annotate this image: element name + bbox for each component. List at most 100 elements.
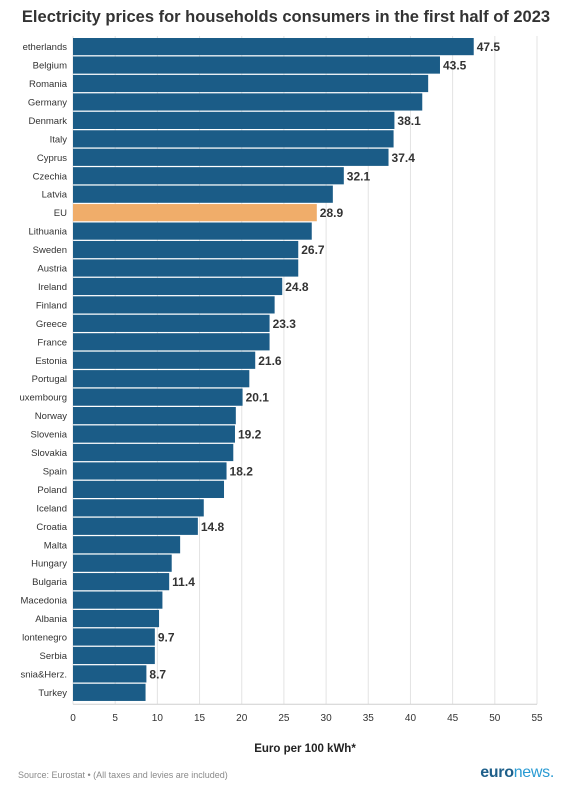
data-label: 21.6 <box>258 354 282 368</box>
category-label: Latvia <box>42 190 68 201</box>
bar <box>73 443 234 462</box>
data-label: 37.4 <box>392 151 416 165</box>
data-label: 23.3 <box>273 317 297 331</box>
data-label: 32.1 <box>347 169 371 183</box>
category-label: Ireland <box>38 282 67 293</box>
data-label: 47.5 <box>477 40 501 54</box>
data-label: 26.7 <box>301 243 325 257</box>
bar <box>73 130 394 148</box>
x-tick-label: 20 <box>236 713 248 724</box>
bar <box>73 185 333 203</box>
brand-logo-bold: euro <box>480 764 514 781</box>
category-label: lontenegro <box>22 633 67 644</box>
brand-logo-light: news. <box>513 764 555 781</box>
bar <box>73 407 236 425</box>
bar <box>73 499 204 517</box>
x-tick-label: 40 <box>405 713 417 724</box>
bar <box>73 240 299 259</box>
data-label: 43.5 <box>443 59 467 73</box>
bar <box>73 536 181 554</box>
data-label: 9.7 <box>158 631 175 645</box>
category-label: Denmark <box>28 116 67 127</box>
data-label: 19.2 <box>238 428 262 442</box>
x-tick-label: 5 <box>112 713 118 724</box>
category-label: Albania <box>35 614 67 625</box>
category-label: Serbia <box>40 651 68 662</box>
data-label: 24.8 <box>285 280 309 294</box>
category-label: Croatia <box>36 522 67 533</box>
bar <box>73 683 146 701</box>
bar <box>73 148 389 166</box>
x-tick-label: 30 <box>321 713 333 724</box>
category-label: Italy <box>50 134 68 145</box>
bar <box>73 93 423 111</box>
data-label: 8.7 <box>149 667 166 681</box>
bar <box>73 591 163 609</box>
x-tick-label: 45 <box>447 713 459 724</box>
category-label: Germany <box>28 97 67 108</box>
source-note: Source: Eurostat • (All taxes and levies… <box>18 770 228 780</box>
x-tick-label: 10 <box>152 713 164 724</box>
x-tick-label: 25 <box>278 713 290 724</box>
x-tick-label: 50 <box>489 713 501 724</box>
bar <box>73 665 147 683</box>
bar <box>73 111 395 129</box>
category-label: Macedonia <box>21 596 68 607</box>
category-label: Slovakia <box>31 448 68 459</box>
category-label: Bulgaria <box>32 577 68 588</box>
bar <box>73 333 270 351</box>
bar <box>73 370 250 388</box>
category-label: snia&Herz. <box>21 669 67 680</box>
category-label: Cyprus <box>37 153 67 164</box>
category-label: Slovenia <box>31 430 68 441</box>
x-tick-label: 55 <box>531 713 543 724</box>
bar <box>73 517 198 535</box>
bar <box>73 167 344 185</box>
category-label: Iceland <box>36 503 67 514</box>
category-label: Malta <box>44 540 68 551</box>
x-tick-label: 15 <box>194 713 206 724</box>
data-label: 11.4 <box>172 575 195 589</box>
data-label: 28.9 <box>320 206 344 220</box>
category-label: uxembourg <box>19 393 67 404</box>
bar <box>73 573 170 591</box>
bar <box>73 628 155 646</box>
x-tick-label: 0 <box>70 713 76 724</box>
category-label: Norway <box>35 411 67 422</box>
bar <box>73 296 275 314</box>
data-label: 14.8 <box>201 520 225 534</box>
bar-highlight <box>73 204 317 222</box>
category-label: EU <box>54 208 67 219</box>
category-label: Lithuania <box>28 227 67 238</box>
category-label: Czechia <box>33 171 68 182</box>
bar <box>73 609 160 628</box>
chart-title: Electricity prices for households consum… <box>21 8 551 26</box>
bar <box>73 277 283 296</box>
bar <box>73 351 256 369</box>
category-label: Poland <box>37 485 67 496</box>
brand-logo: euronews. <box>480 764 554 782</box>
category-label: Spain <box>43 466 67 477</box>
category-label: Romania <box>29 79 68 90</box>
category-label: Portugal <box>32 374 67 385</box>
bar <box>73 222 312 240</box>
category-label: Austria <box>37 264 67 275</box>
bar <box>73 259 299 277</box>
category-label: France <box>37 337 67 348</box>
bar <box>73 74 429 93</box>
category-label: Sweden <box>33 245 67 256</box>
bar <box>73 554 172 572</box>
bar <box>73 646 155 665</box>
category-label: Hungary <box>31 559 67 570</box>
data-label: 18.2 <box>230 464 254 478</box>
category-label: etherlands <box>23 42 68 53</box>
bar <box>73 56 440 74</box>
category-label: Estonia <box>35 356 67 367</box>
data-label: 38.1 <box>397 114 421 128</box>
bar <box>73 388 243 406</box>
bar-chart: etherlands 47.5 Belgium 43.5 Romania Germany D… <box>19 36 543 755</box>
bar <box>73 314 270 332</box>
bar <box>73 38 474 56</box>
category-label: Greece <box>36 319 67 330</box>
data-label: 20.1 <box>246 391 270 405</box>
